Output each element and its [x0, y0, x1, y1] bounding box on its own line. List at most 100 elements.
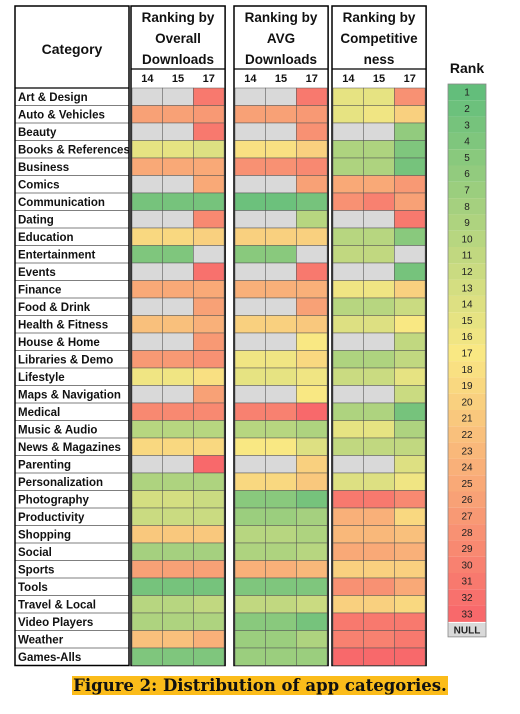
heatmap-cell — [332, 472, 364, 491]
heatmap-cell — [332, 647, 364, 666]
heatmap-cell — [162, 280, 194, 299]
heatmap-cell — [394, 105, 426, 124]
heatmap-cell — [363, 367, 395, 386]
heatmap-cell — [234, 542, 266, 561]
legend-rank-label: 29 — [461, 544, 473, 555]
heatmap-cell — [394, 122, 426, 141]
heatmap-cell — [265, 175, 297, 194]
heatmap-cell — [332, 350, 364, 369]
heatmap-cell — [363, 122, 395, 141]
heatmap-cell — [265, 472, 297, 491]
heatmap-cell — [234, 647, 266, 666]
column-label: 15 — [275, 73, 287, 85]
heatmap-cell — [394, 280, 426, 299]
legend-title: Rank — [450, 60, 484, 76]
heatmap-cell — [162, 595, 194, 614]
heatmap-cell — [363, 262, 395, 281]
heatmap-cell — [234, 385, 266, 404]
heatmap-cell — [296, 385, 328, 404]
category-label: Art & Design — [18, 92, 88, 104]
group-title-line: AVG — [267, 31, 295, 46]
legend-swatch — [448, 524, 486, 541]
heatmap-cell — [332, 367, 364, 386]
heatmap-cell — [332, 560, 364, 579]
heatmap-cell — [265, 577, 297, 596]
heatmap-cell — [394, 87, 426, 106]
heatmap-cell — [332, 577, 364, 596]
heatmap-cell — [394, 210, 426, 229]
heatmap-cell — [363, 385, 395, 404]
heatmap-cell — [296, 140, 328, 159]
category-label: Events — [18, 267, 56, 279]
heatmap-cell — [131, 455, 163, 474]
heatmap-cell — [131, 647, 163, 666]
legend-rank-label: 23 — [461, 446, 473, 457]
legend-swatch — [448, 344, 486, 362]
legend-swatch — [448, 214, 486, 231]
legend-swatch — [448, 84, 486, 101]
heatmap-cell — [332, 542, 364, 561]
heatmap-cell — [131, 262, 163, 281]
heatmap-cell — [394, 612, 426, 631]
heatmap-cell — [234, 280, 266, 299]
heatmap-cell — [162, 455, 194, 474]
category-label: Education — [18, 232, 74, 244]
heatmap-cell — [234, 105, 266, 124]
category-label: Health & Fitness — [18, 320, 108, 332]
heatmap-cell — [131, 507, 163, 526]
heatmap-cell — [363, 525, 395, 544]
heatmap-cell — [265, 87, 297, 106]
heatmap-cell — [234, 332, 266, 351]
legend-rank-label: 24 — [461, 463, 473, 474]
heatmap-cell — [296, 280, 328, 299]
legend-rank-label: 30 — [461, 560, 473, 571]
heatmap-cell — [162, 227, 194, 246]
heatmap-cell — [131, 315, 163, 334]
category-label: Entertainment — [18, 250, 95, 262]
legend-swatch — [448, 328, 486, 345]
heatmap-cell — [265, 490, 297, 509]
heatmap-cell — [265, 385, 297, 404]
heatmap-cell — [162, 122, 194, 141]
legend-rank-label: 13 — [461, 283, 473, 294]
heatmap-cell — [363, 490, 395, 509]
heatmap-cell — [394, 507, 426, 526]
heatmap-cell — [363, 157, 395, 176]
legend-swatch — [448, 540, 486, 557]
heatmap-cell — [296, 420, 328, 439]
heatmap-cell — [394, 577, 426, 596]
heatmap-cell — [363, 227, 395, 246]
heatmap-cell — [193, 560, 225, 579]
heatmap-cell — [265, 542, 297, 561]
category-label: News & Magazines — [18, 442, 121, 454]
heatmap-cell — [193, 595, 225, 614]
heatmap-cell — [363, 577, 395, 596]
heatmap-cell — [193, 630, 225, 649]
heatmap-cell — [162, 630, 194, 649]
heatmap-cell — [162, 245, 194, 264]
legend-swatch — [448, 230, 486, 247]
heatmap-cell — [193, 455, 225, 474]
category-label: Personalization — [18, 477, 103, 489]
heatmap-cell — [296, 315, 328, 334]
heatmap-cell — [162, 140, 194, 159]
heatmap-cell — [234, 402, 266, 421]
heatmap-cell — [193, 192, 225, 211]
group-title-line: Ranking by — [142, 10, 215, 25]
heatmap-cell — [131, 630, 163, 649]
heatmap-cell — [234, 455, 266, 474]
legend-rank-label: 1 — [464, 88, 470, 99]
heatmap-cell — [296, 87, 328, 106]
legend-swatch — [448, 475, 486, 492]
heatmap-cell — [131, 472, 163, 491]
category-label: Tools — [18, 582, 48, 594]
heatmap-cell — [332, 210, 364, 229]
heatmap-cell — [234, 595, 266, 614]
heatmap-cell — [296, 262, 328, 281]
heatmap-cell — [296, 297, 328, 316]
heatmap-cell — [162, 105, 194, 124]
heatmap-cell — [363, 87, 395, 106]
category-label: Maps & Navigation — [18, 390, 121, 402]
category-label: Shopping — [18, 530, 71, 542]
legend-rank-label: 12 — [461, 267, 473, 278]
